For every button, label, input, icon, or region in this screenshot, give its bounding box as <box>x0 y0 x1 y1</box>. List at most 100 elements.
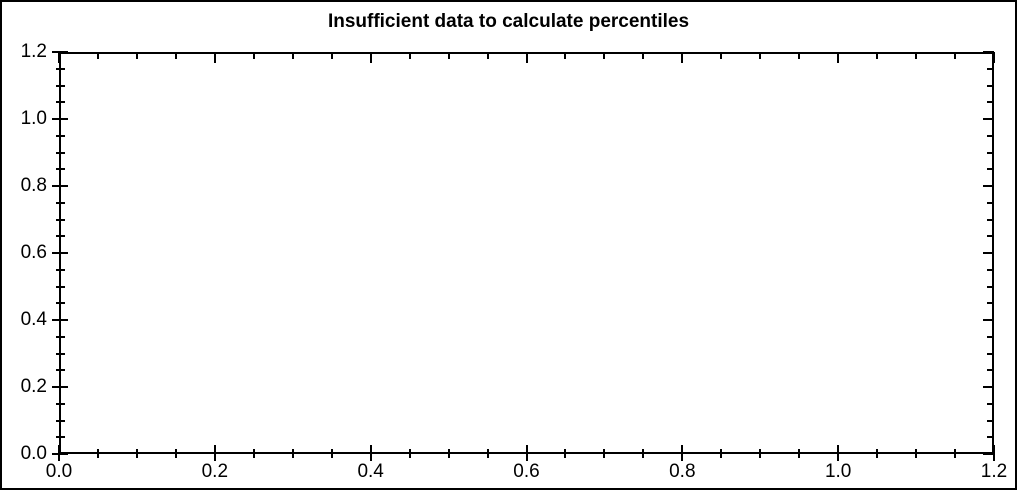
y-tick-minor-right <box>987 352 994 355</box>
y-tick-minor-right <box>987 302 994 305</box>
x-tick-minor <box>486 448 489 458</box>
y-tick-minor-right <box>987 201 994 204</box>
y-tick-minor-right <box>987 369 994 372</box>
x-tick-minor <box>876 448 879 458</box>
x-tick-minor <box>915 448 918 458</box>
x-tick-major <box>213 445 216 461</box>
x-tick-minor <box>135 448 138 458</box>
x-tick-major <box>993 445 995 461</box>
x-tick-minor-top <box>642 52 645 59</box>
x-tick-minor <box>642 448 645 458</box>
x-tick-minor-top <box>330 52 333 59</box>
y-tick-major-right <box>983 319 994 321</box>
y-tick-minor-right <box>987 335 994 338</box>
x-tick-minor <box>720 448 723 458</box>
x-tick-minor-top <box>603 52 606 59</box>
y-tick-label: 0.2 <box>20 376 47 397</box>
y-tick-minor-right <box>987 436 994 439</box>
y-tick-minor <box>55 84 65 87</box>
y-tick-minor-right <box>987 285 994 288</box>
y-tick-minor <box>55 352 65 355</box>
x-tick-major-top <box>681 52 684 63</box>
y-tick-major <box>52 319 68 321</box>
x-tick-label: 0.6 <box>513 461 540 482</box>
x-tick-minor-top <box>252 52 255 59</box>
x-tick-minor <box>603 448 606 458</box>
y-tick-minor <box>55 218 65 221</box>
x-tick-minor-top <box>954 52 957 59</box>
y-tick-minor <box>55 268 65 271</box>
y-tick-minor <box>55 151 65 154</box>
y-tick-minor-right <box>987 402 994 405</box>
x-tick-major-top <box>525 52 528 63</box>
y-tick-minor <box>55 402 65 405</box>
y-tick-minor-right <box>987 67 994 70</box>
y-tick-label: 1.2 <box>20 41 47 62</box>
y-tick-label: 0.6 <box>20 242 47 263</box>
x-tick-label: 1.2 <box>980 461 1008 482</box>
x-tick-label: 0.2 <box>201 461 229 482</box>
x-tick-minor <box>759 448 762 458</box>
x-tick-minor-top <box>291 52 294 59</box>
y-tick-minor <box>55 101 65 104</box>
y-tick-major-right <box>983 453 994 455</box>
x-tick-minor-top <box>915 52 918 59</box>
y-tick-label: 0.8 <box>20 175 47 196</box>
chart-panel: Insufficient data to calculate percentil… <box>0 0 1017 490</box>
y-tick-minor <box>55 168 65 171</box>
y-tick-minor-right <box>987 218 994 221</box>
x-tick-label: 0.8 <box>669 461 696 482</box>
x-tick-minor <box>252 448 255 458</box>
y-tick-minor <box>55 419 65 422</box>
x-tick-label: 0.4 <box>357 461 384 482</box>
y-tick-minor-right <box>987 235 994 238</box>
x-tick-minor-top <box>564 52 567 59</box>
y-tick-major <box>52 118 68 120</box>
x-tick-minor <box>447 448 450 458</box>
x-tick-minor <box>954 448 957 458</box>
x-tick-minor-top <box>447 52 450 59</box>
y-tick-minor <box>55 436 65 439</box>
x-tick-minor <box>291 448 294 458</box>
x-tick-minor-top <box>876 52 879 59</box>
x-tick-label: 0.0 <box>45 461 73 482</box>
x-tick-minor <box>408 448 411 458</box>
plot-area <box>59 52 994 454</box>
y-tick-minor <box>55 235 65 238</box>
x-tick-minor <box>174 448 177 458</box>
y-tick-major <box>52 185 68 187</box>
y-tick-label: 1.0 <box>20 108 47 129</box>
y-tick-minor <box>55 369 65 372</box>
x-tick-minor <box>798 448 801 458</box>
y-tick-minor <box>55 302 65 305</box>
x-tick-major-top <box>837 52 840 63</box>
y-tick-minor <box>55 134 65 137</box>
x-tick-minor <box>564 448 567 458</box>
y-tick-minor <box>55 67 65 70</box>
x-tick-minor-top <box>720 52 723 59</box>
y-tick-minor-right <box>987 84 994 87</box>
y-tick-label: 0.0 <box>20 443 47 464</box>
x-tick-minor-top <box>96 52 99 59</box>
x-tick-minor-top <box>486 52 489 59</box>
x-tick-minor-top <box>135 52 138 59</box>
y-tick-minor <box>55 201 65 204</box>
y-tick-minor-right <box>987 268 994 271</box>
y-tick-major <box>52 453 68 455</box>
y-tick-minor-right <box>987 168 994 171</box>
y-tick-major-right <box>983 252 994 254</box>
y-tick-minor-right <box>987 419 994 422</box>
x-tick-minor-top <box>798 52 801 59</box>
y-tick-major-right <box>983 185 994 187</box>
y-tick-minor-right <box>987 134 994 137</box>
x-tick-major <box>681 445 684 461</box>
chart-title: Insufficient data to calculate percentil… <box>327 11 690 32</box>
y-tick-major-right <box>983 118 994 120</box>
y-tick-label: 0.4 <box>20 309 47 330</box>
y-tick-minor <box>55 285 65 288</box>
y-tick-minor-right <box>987 151 994 154</box>
x-tick-label: 1.0 <box>824 461 852 482</box>
y-tick-major <box>52 252 68 254</box>
y-tick-minor <box>55 335 65 338</box>
